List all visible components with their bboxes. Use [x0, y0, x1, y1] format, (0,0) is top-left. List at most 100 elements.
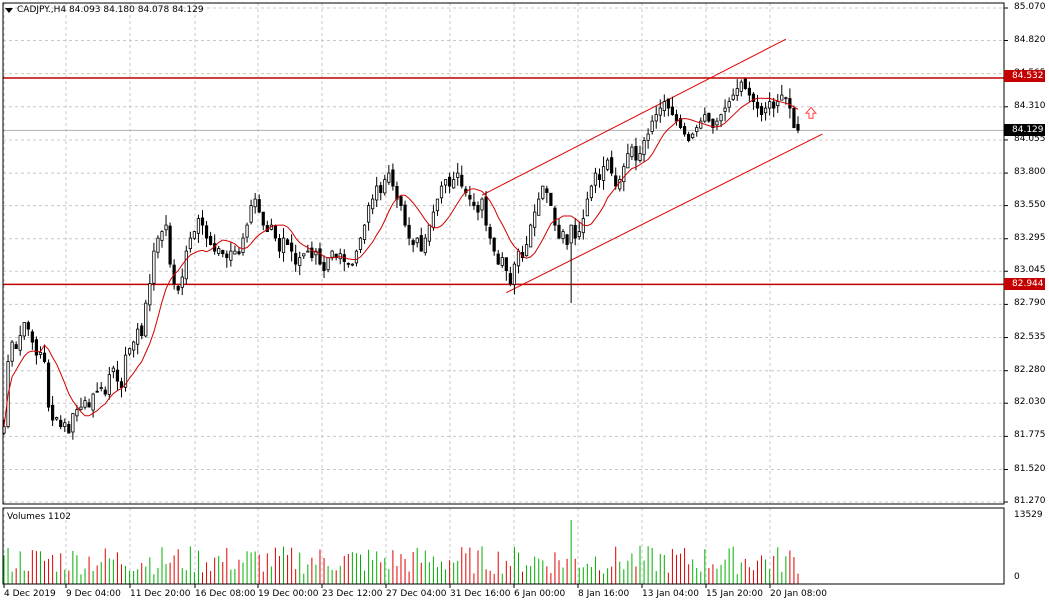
candle-body	[379, 185, 383, 194]
price-pane-border	[2, 2, 1005, 505]
candle-body	[460, 174, 464, 187]
candle-body	[646, 133, 650, 141]
candle-body	[788, 98, 792, 109]
candle-body	[294, 253, 298, 265]
candle-body	[516, 250, 521, 267]
horizontal-levels[interactable]	[3, 77, 1004, 286]
candle-body	[678, 118, 683, 129]
candle-body	[411, 240, 415, 246]
price-channel[interactable]	[481, 38, 823, 294]
x-tick-label: 20 Jan 08:00	[770, 589, 827, 599]
candle-body	[630, 146, 634, 158]
candle-body	[63, 422, 67, 428]
candle-body	[784, 97, 788, 100]
candle-body	[346, 262, 350, 265]
candle-body	[338, 253, 342, 260]
candle-body	[634, 146, 638, 161]
candle-body	[30, 331, 34, 343]
candle-body	[221, 249, 225, 255]
candle-body	[553, 207, 557, 226]
candle-body	[642, 140, 646, 155]
x-tick-label: 15 Jan 20:00	[706, 589, 763, 599]
candle-body	[751, 93, 756, 103]
candle-body	[606, 159, 610, 170]
candle-body	[780, 94, 784, 101]
candle-body	[715, 120, 719, 126]
candle-body	[38, 352, 43, 355]
candle-body	[107, 374, 111, 395]
candle-body	[614, 175, 618, 187]
candle-body	[589, 185, 593, 199]
x-tick-label: 19 Dec 00:00	[258, 589, 319, 599]
candle-body	[699, 120, 703, 129]
level-badge-upper: 84.532	[1004, 70, 1045, 82]
candle-body	[119, 381, 124, 388]
candle-body	[132, 341, 136, 351]
candle-body	[18, 335, 22, 351]
volume-bars	[3, 520, 799, 584]
x-tick-label: 6 Jan 00:00	[514, 589, 566, 599]
level-badge-lower: 82.944	[1004, 278, 1045, 290]
x-tick-label: 9 Dec 04:00	[66, 589, 121, 599]
candle-body	[488, 227, 492, 239]
channel-lower-line	[506, 133, 823, 294]
candle-body	[164, 224, 168, 231]
candle-body	[739, 81, 743, 92]
candle-body	[443, 179, 448, 186]
candle-body	[545, 188, 549, 194]
candle-body	[10, 341, 14, 362]
candle-body	[577, 231, 581, 237]
symbol-dropdown-icon[interactable]	[5, 8, 13, 13]
candle-body	[452, 179, 456, 189]
candle-body	[565, 234, 569, 245]
candle-body	[484, 196, 488, 226]
candle-body	[123, 354, 128, 388]
candle-body	[322, 262, 326, 272]
moving-average	[3, 97, 799, 427]
candle-body	[755, 101, 760, 109]
candle-body	[136, 328, 140, 345]
x-tick-label: 16 Dec 08:00	[195, 589, 256, 599]
volume-axis-min: 0	[1014, 572, 1020, 582]
candle-body	[168, 225, 172, 265]
candle-body	[658, 107, 662, 116]
candle-body	[419, 235, 423, 252]
candle-body	[707, 112, 711, 122]
candle-body	[431, 211, 436, 228]
candle-body	[610, 157, 614, 174]
candle-body	[403, 204, 407, 226]
candle-body	[561, 231, 565, 240]
candle-body	[719, 114, 723, 122]
y-tick-label: 82.280	[1014, 364, 1046, 375]
chart-header: CADJPY.,H4 84.093 84.180 84.078 84.129	[17, 5, 204, 16]
candle-body	[196, 218, 201, 234]
x-tick-label: 8 Jan 16:00	[578, 589, 630, 599]
candle-body	[759, 106, 764, 116]
volume-pane-border	[2, 507, 1005, 585]
candle-body	[743, 78, 747, 89]
candle-body	[245, 224, 249, 238]
candle-body	[51, 404, 55, 421]
buy-arrow-icon[interactable]	[804, 106, 818, 119]
candle-body	[796, 124, 800, 131]
candle-body	[95, 390, 99, 393]
candle-body	[330, 250, 334, 258]
candle-body	[140, 325, 144, 336]
candle-body	[524, 244, 529, 257]
candle-body	[573, 225, 577, 239]
candle-body	[496, 253, 500, 265]
candle-body	[160, 231, 164, 241]
candle-body	[504, 257, 508, 272]
y-tick-label: 84.055	[1014, 133, 1046, 144]
candle-body	[456, 172, 460, 178]
moving-average-line	[3, 97, 799, 427]
candle-body	[14, 344, 18, 350]
candle-body	[46, 362, 51, 408]
candle-body	[427, 224, 431, 242]
candle-body	[79, 406, 83, 410]
candle-body	[83, 400, 87, 408]
candle-body	[152, 250, 156, 284]
candle-body	[391, 169, 395, 187]
candle-body	[533, 211, 537, 228]
